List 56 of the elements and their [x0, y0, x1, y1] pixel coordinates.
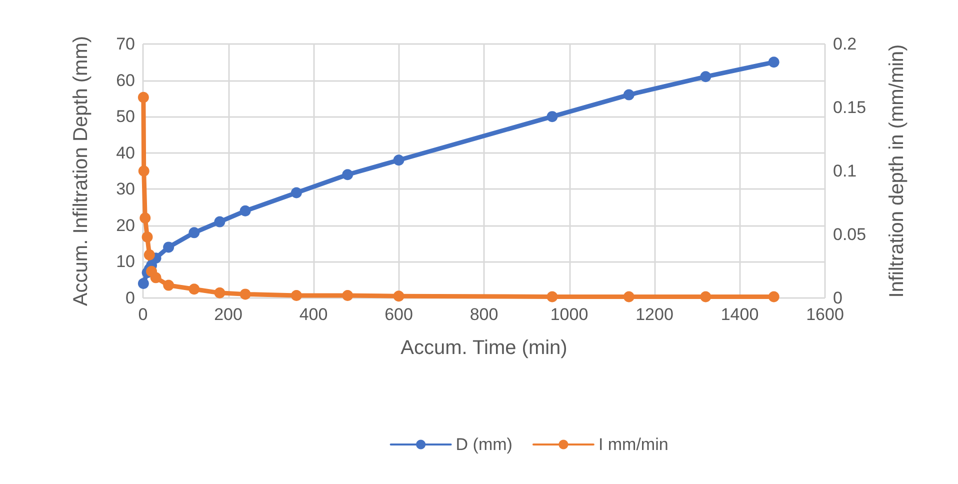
point: [140, 212, 151, 224]
point: [393, 154, 404, 166]
point: [188, 227, 200, 238]
x-tick-label: 1600: [806, 305, 844, 324]
point: [138, 166, 150, 176]
point: [768, 56, 780, 68]
y-axis-title: Accum. Infiltration Depth (mm): [70, 36, 92, 306]
y2-tick-label: 0.1: [833, 162, 857, 180]
y2-axis-title: Infiltration depth in (mm/min): [886, 44, 908, 298]
point: [290, 187, 302, 198]
point: [623, 89, 634, 100]
x-tick-label: 200: [214, 305, 242, 324]
y-tick-label: 10: [116, 252, 135, 272]
point: [546, 291, 558, 302]
x-axis-title: Accum. Time (min): [400, 337, 568, 359]
point: [240, 205, 251, 216]
point: [142, 232, 153, 243]
point: [163, 280, 174, 291]
point: [342, 290, 354, 301]
y-tick-label: 60: [116, 70, 135, 90]
point: [214, 287, 226, 298]
y-tick-label: 0: [126, 288, 135, 308]
point: [546, 111, 558, 122]
x-tick-label: 1400: [720, 305, 759, 324]
y-tick-label: 20: [116, 216, 135, 235]
x-tick-label: 1200: [636, 305, 674, 324]
point: [700, 291, 712, 302]
point: [150, 272, 162, 284]
point: [623, 291, 634, 302]
x-tick-label: 1000: [550, 305, 588, 324]
x-tick-label: 400: [299, 305, 328, 324]
point: [138, 278, 149, 289]
point: [138, 92, 149, 103]
point: [700, 71, 712, 82]
x-tick-label: 600: [384, 305, 413, 324]
point: [393, 290, 404, 302]
point: [342, 169, 354, 180]
point: [214, 216, 226, 228]
y2-tick-label: 0.05: [833, 225, 866, 244]
point: [290, 290, 302, 301]
legend-label: D (mm): [456, 435, 512, 454]
point: [144, 249, 155, 260]
y-tick-label: 50: [116, 107, 135, 126]
point: [188, 284, 200, 295]
legend-label: I mm/min: [598, 435, 668, 454]
y-tick-label: 40: [116, 143, 135, 162]
y2-tick-label: 0.2: [833, 34, 857, 54]
point: [163, 242, 174, 253]
x-tick-label: 800: [470, 305, 498, 324]
point: [240, 288, 251, 300]
y2-tick-label: 0: [833, 288, 842, 308]
y2-tick-label: 0.15: [833, 98, 866, 117]
x-tick-label: 0: [138, 305, 148, 324]
y-tick-label: 30: [116, 180, 135, 199]
y-tick-label: 70: [116, 34, 135, 54]
point: [768, 291, 780, 302]
